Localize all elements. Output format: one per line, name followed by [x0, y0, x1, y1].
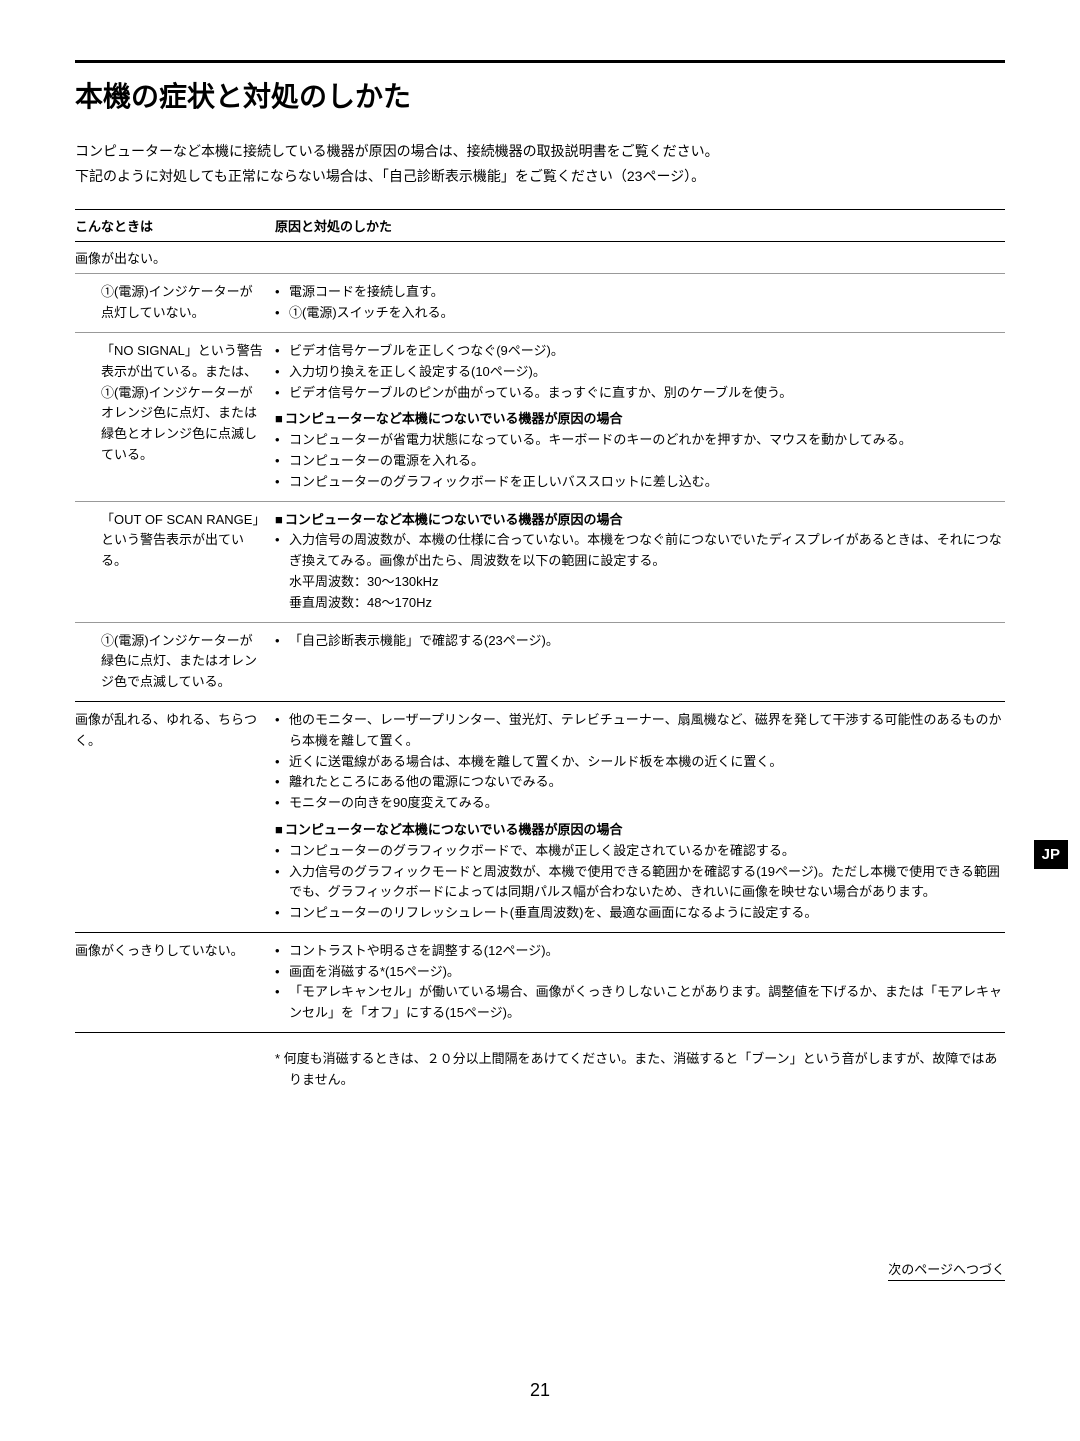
symptom-cell: ①(電源)インジケーターが点灯していない。	[75, 282, 275, 324]
list-item: 入力信号の周波数が、本機の仕様に合っていない。本機をつなぐ前につないでいたディス…	[275, 530, 1005, 613]
list-item: ビデオ信号ケーブルのピンが曲がっている。まっすぐに直すか、別のケーブルを使う。	[275, 383, 1005, 404]
list-item: 「モアレキャンセル」が働いている場合、画像がくっきりしないことがあります。調整値…	[275, 982, 1005, 1024]
section-title: 画像が出ない。	[75, 242, 1005, 273]
list-item: 入力信号のグラフィックモードと周波数が、本機で使用できる範囲かを確認する(19ペ…	[275, 862, 1005, 904]
sub-heading: コンピューターなど本機につないでいる機器が原因の場合	[275, 510, 1005, 531]
section-no-image: 画像が出ない。 ①(電源)インジケーターが点灯していない。 電源コードを接続し直…	[75, 242, 1005, 702]
cause-cell: コントラストや明るさを調整する(12ページ)。 画面を消磁する*(15ページ)。…	[275, 941, 1005, 1024]
symptom-cell: 「NO SIGNAL」という警告表示が出ている。または、①(電源)インジケーター…	[75, 341, 275, 493]
list-item: 「自己診断表示機能」で確認する(23ページ)。	[275, 631, 1005, 652]
intro-text: コンピューターなど本機に接続している機器が原因の場合は、接続機器の取扱説明書をご…	[75, 139, 1005, 189]
intro-line-1: コンピューターなど本機に接続している機器が原因の場合は、接続機器の取扱説明書をご…	[75, 139, 1005, 164]
cause-cell: 電源コードを接続し直す。 ①(電源)スイッチを入れる。	[275, 282, 1005, 324]
symptom-cell: 画像が乱れる、ゆれる、ちらつく。	[75, 710, 275, 924]
sub-heading: コンピューターなど本機につないでいる機器が原因の場合	[275, 820, 1005, 841]
troubleshoot-table: こんなときは 原因と対処のしかた 画像が出ない。 ①(電源)インジケーターが点灯…	[75, 209, 1005, 1098]
footnote-row: * 何度も消磁するときは、２０分以上間隔をあけてください。また、消磁すると「ブー…	[75, 1033, 1005, 1099]
title-rule	[75, 60, 1005, 63]
cause-cell: 「自己診断表示機能」で確認する(23ページ)。	[275, 631, 1005, 693]
list-item: 他のモニター、レーザープリンター、蛍光灯、テレビチューナー、扇風機など、磁界を発…	[275, 710, 1005, 752]
symptom-cell: ①(電源)インジケーターが緑色に点灯、またはオレンジ色で点滅している。	[75, 631, 275, 693]
list-item: ①(電源)スイッチを入れる。	[275, 303, 1005, 324]
cause-cell: 他のモニター、レーザープリンター、蛍光灯、テレビチューナー、扇風機など、磁界を発…	[275, 710, 1005, 924]
list-item: コンピューターの電源を入れる。	[275, 451, 1005, 472]
list-item: コンピューターのリフレッシュレート(垂直周波数)を、最適な画面になるように設定す…	[275, 903, 1005, 924]
list-item-text: 入力信号の周波数が、本機の仕様に合っていない。本機をつなぐ前につないでいたディス…	[289, 532, 1002, 568]
list-item: 近くに送電線がある場合は、本機を離して置くか、シールド板を本機の近くに置く。	[275, 752, 1005, 773]
list-item: 入力切り換えを正しく設定する(10ページ)。	[275, 362, 1005, 383]
table-row: 画像が乱れる、ゆれる、ちらつく。 他のモニター、レーザープリンター、蛍光灯、テレ…	[75, 702, 1005, 933]
list-item: コンピューターのグラフィックボードで、本機が正しく設定されているかを確認する。	[275, 841, 1005, 862]
language-tab: JP	[1034, 840, 1068, 869]
page-title: 本機の症状と対処のしかた	[75, 75, 1005, 115]
table-row: 「OUT OF SCAN RANGE」という警告表示が出ている。 コンピューター…	[75, 501, 1005, 622]
list-item: モニターの向きを90度変えてみる。	[275, 793, 1005, 814]
header-cause: 原因と対処のしかた	[275, 216, 1005, 235]
table-header-row: こんなときは 原因と対処のしかた	[75, 209, 1005, 242]
list-item: コンピューターのグラフィックボードを正しいバススロットに差し込む。	[275, 472, 1005, 493]
table-row: ①(電源)インジケーターが緑色に点灯、またはオレンジ色で点滅している。 「自己診…	[75, 622, 1005, 701]
sub-heading: コンピューターなど本機につないでいる機器が原因の場合	[275, 409, 1005, 430]
table-row: 「NO SIGNAL」という警告表示が出ている。または、①(電源)インジケーター…	[75, 332, 1005, 501]
empty-cell	[75, 1041, 275, 1091]
table-row: 画像がくっきりしていない。 コントラストや明るさを調整する(12ページ)。 画面…	[75, 933, 1005, 1033]
footnote-cell: * 何度も消磁するときは、２０分以上間隔をあけてください。また、消磁すると「ブー…	[275, 1041, 1005, 1091]
footnote-text: * 何度も消磁するときは、２０分以上間隔をあけてください。また、消磁すると「ブー…	[275, 1049, 1005, 1091]
header-symptom: こんなときは	[75, 216, 275, 235]
cause-cell: コンピューターなど本機につないでいる機器が原因の場合 入力信号の周波数が、本機の…	[275, 510, 1005, 614]
list-item: コントラストや明るさを調整する(12ページ)。	[275, 941, 1005, 962]
symptom-cell: 画像がくっきりしていない。	[75, 941, 275, 1024]
symptom-cell: 「OUT OF SCAN RANGE」という警告表示が出ている。	[75, 510, 275, 614]
continue-text: 次のページへつづく	[888, 1259, 1005, 1281]
freq-line: 水平周波数：30〜130kHz	[289, 572, 1005, 593]
intro-line-2: 下記のように対処しても正常にならない場合は、「自己診断表示機能」をご覧ください（…	[75, 164, 1005, 189]
list-item: ビデオ信号ケーブルを正しくつなぐ(9ページ)。	[275, 341, 1005, 362]
table-row: ①(電源)インジケーターが点灯していない。 電源コードを接続し直す。 ①(電源)…	[75, 273, 1005, 332]
list-item: コンピューターが省電力状態になっている。キーボードのキーのどれかを押すか、マウス…	[275, 430, 1005, 451]
list-item: 電源コードを接続し直す。	[275, 282, 1005, 303]
cause-cell: ビデオ信号ケーブルを正しくつなぐ(9ページ)。 入力切り換えを正しく設定する(1…	[275, 341, 1005, 493]
list-item: 離れたところにある他の電源につないでみる。	[275, 772, 1005, 793]
freq-line: 垂直周波数：48〜170Hz	[289, 593, 1005, 614]
page-number: 21	[0, 1380, 1080, 1401]
list-item: 画面を消磁する*(15ページ)。	[275, 962, 1005, 983]
